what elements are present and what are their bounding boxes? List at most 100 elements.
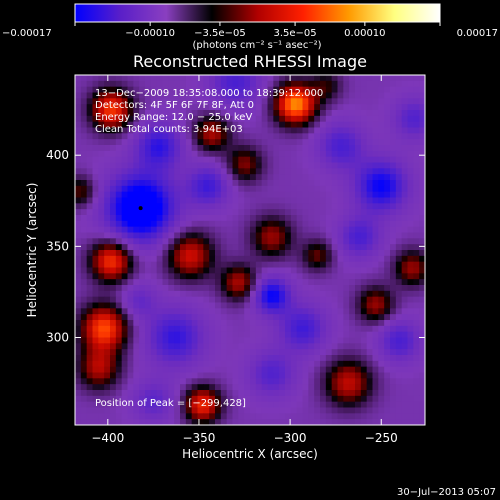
heatmap-cell [261,168,268,175]
heatmap-cell [343,121,350,128]
heatmap-cell [168,156,175,163]
heatmap-cell [325,191,333,198]
heatmap-cell [115,413,123,420]
heatmap-cell [337,320,344,327]
heatmap-cell [366,337,373,344]
heatmap-cell [238,110,245,117]
heatmap-cell [255,226,263,233]
heatmap-cell [75,162,82,169]
heatmap-cell [325,285,333,292]
heatmap-cell [92,86,99,93]
heatmap-cell [197,331,204,338]
heatmap-cell [343,296,350,303]
heatmap-cell [349,401,356,408]
heatmap-cell [115,285,123,292]
heatmap-cell [162,337,169,344]
heatmap-cell [337,127,344,134]
heatmap-cell [255,267,263,274]
heatmap-cell [203,139,210,146]
heatmap-cell [308,343,315,350]
heatmap-cell [343,133,350,140]
heatmap-cell [366,267,373,274]
heatmap-cell [314,250,321,257]
heatmap-cell [232,168,239,175]
heatmap-cell [325,290,333,298]
heatmap-cell [267,215,274,222]
heatmap-cell [355,226,362,233]
heatmap-cell [413,355,420,362]
heatmap-cell [121,203,128,210]
heatmap-cell [320,156,327,163]
heatmap-cell [226,360,233,368]
heatmap-cell [139,203,146,210]
heatmap-cell [419,244,425,251]
heatmap-cell [372,390,379,397]
heatmap-cell [419,127,425,134]
heatmap-cell [92,121,99,128]
heatmap-cell [104,162,111,169]
heatmap-cell [250,110,257,117]
heatmap-cell [308,156,315,163]
heatmap-cell [296,220,303,228]
heatmap-cell [355,232,362,239]
heatmap-cell [290,279,298,286]
heatmap-cell [419,390,425,397]
heatmap-cell [390,185,397,193]
heatmap-cell [378,92,385,99]
heatmap-cell [343,279,350,286]
heatmap-cell [314,360,321,368]
heatmap-cell [244,197,251,204]
heatmap-cell [121,355,128,362]
heatmap-cell [80,325,88,333]
heatmap-cell [285,407,292,414]
heatmap-cell [395,343,403,350]
heatmap-cell [133,139,140,146]
heatmap-cell [168,232,175,239]
heatmap-cell [156,320,163,327]
heatmap-cell [261,279,268,286]
heatmap-cell [395,150,403,158]
heatmap-cell [110,145,117,152]
heatmap-cell [296,290,303,298]
heatmap-cell [75,203,82,210]
heatmap-cell [349,314,356,321]
heatmap-cell [92,250,99,257]
heatmap-cell [139,115,146,123]
heatmap-cell [150,145,158,152]
heatmap-cell [395,372,403,379]
heatmap-cell [80,273,88,280]
heatmap-cell [320,401,327,408]
heatmap-cell [390,384,397,391]
heatmap-cell [325,226,333,233]
heatmap-cell [174,150,181,158]
heatmap-cell [110,80,117,88]
heatmap-cell [174,110,181,117]
heatmap-cell [145,244,152,251]
heatmap-cell [314,203,321,210]
heatmap-cell [121,232,128,239]
heatmap-cell [273,156,280,163]
heatmap-cell [180,121,187,128]
heatmap-cell [261,203,268,210]
heatmap-cell [390,180,397,187]
heatmap-cell [133,419,140,425]
heatmap-cell [80,302,88,309]
heatmap-cell [302,145,309,152]
heatmap-cell [127,168,134,175]
heatmap-cell [290,203,298,210]
heatmap-cell [255,121,263,128]
heatmap-cell [197,127,204,134]
heatmap-cell [244,255,251,263]
heatmap-cell [360,244,368,251]
heatmap-cell [226,150,233,158]
heatmap-cell [267,413,274,420]
heatmap-cell [413,156,420,163]
heatmap-cell [413,331,420,338]
heatmap-cell [384,360,391,368]
heatmap-cell [267,314,274,321]
heatmap-cell [273,279,280,286]
heatmap-cell [285,115,292,123]
heatmap-cell [296,378,303,385]
heatmap-cell [401,115,408,123]
heatmap-cell [384,255,391,263]
